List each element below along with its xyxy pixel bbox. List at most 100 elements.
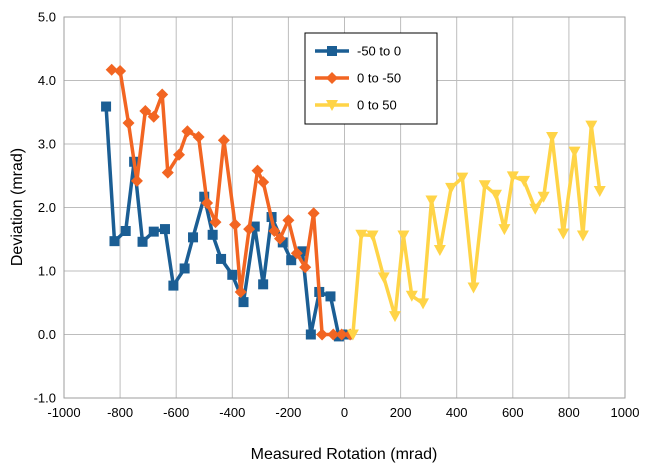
data-point (234, 285, 247, 298)
data-point (388, 311, 401, 323)
y-tick-label: 2.0 (38, 200, 56, 215)
y-axis: -1.0 0.0 1.0 2.0 3.0 4.0 5.0 (34, 10, 56, 406)
data-point (529, 203, 542, 215)
x-tick-label: -600 (163, 405, 189, 420)
series-line (351, 123, 602, 335)
legend-marker (326, 72, 338, 84)
legend-label: 0 to 50 (357, 98, 397, 113)
data-point (229, 218, 242, 231)
data-point (405, 290, 418, 302)
data-point (355, 229, 368, 241)
legend-marker (326, 100, 338, 111)
data-point (282, 214, 295, 227)
data-point (258, 279, 269, 290)
data-point (593, 185, 606, 197)
data-point (156, 88, 169, 101)
data-point (478, 180, 491, 192)
data-point (188, 232, 199, 243)
data-point (249, 221, 260, 232)
y-tick-label: 1.0 (38, 264, 56, 279)
legend-item: 0 to 50 (315, 98, 397, 113)
data-point (148, 226, 159, 237)
data-point (257, 176, 270, 189)
data-point (147, 110, 160, 123)
data-point (568, 146, 581, 158)
data-point (173, 148, 186, 161)
y-tick-label: 4.0 (38, 73, 56, 88)
data-point (305, 329, 316, 340)
legend: -50 to 0 0 to -50 0 to 50 (304, 32, 438, 125)
data-point (207, 229, 218, 240)
data-point (299, 261, 312, 274)
x-tick-label: 200 (390, 405, 412, 420)
x-axis: -1000 -800 -600 -400 -200 0 200 400 600 800 1000 (47, 405, 639, 420)
data-point (268, 224, 281, 237)
series-3 (346, 120, 606, 341)
legend-marker (327, 46, 337, 56)
y-axis-title: Deviation (mrad) (9, 148, 26, 266)
data-point (366, 230, 379, 242)
data-point (316, 328, 329, 341)
x-tick-label: 400 (446, 405, 468, 420)
x-tick-label: 800 (558, 405, 580, 420)
data-point (120, 225, 131, 236)
data-point (199, 191, 210, 202)
x-tick-label: 1000 (611, 405, 640, 420)
data-point (557, 228, 570, 240)
data-point (467, 282, 480, 294)
data-point (445, 182, 458, 194)
data-point (307, 207, 320, 220)
grid (63, 16, 626, 399)
data-point (192, 131, 205, 144)
y-tick-label: 5.0 (38, 10, 56, 25)
data-point (251, 164, 264, 177)
data-point (335, 328, 348, 341)
data-point (286, 255, 297, 266)
data-point (168, 280, 179, 291)
y-tick-label: -1.0 (34, 391, 56, 406)
data-point (238, 297, 249, 308)
data-point (114, 64, 127, 77)
data-point (227, 269, 238, 280)
data-point (217, 134, 230, 147)
data-point (546, 132, 559, 144)
data-point (518, 175, 531, 187)
y-tick-label: 0.0 (38, 327, 56, 342)
data-point (417, 298, 430, 310)
data-point (130, 174, 143, 187)
data-point (456, 172, 469, 184)
series-2 (105, 63, 357, 341)
data-point (122, 117, 135, 130)
data-point (109, 236, 120, 247)
data-point (576, 230, 589, 242)
data-point (201, 197, 214, 210)
data-point (101, 101, 112, 112)
data-point (243, 223, 256, 236)
data-point (506, 171, 519, 183)
data-point (273, 232, 286, 245)
data-point (498, 224, 511, 236)
x-tick-label: -400 (219, 405, 245, 420)
data-point (397, 230, 410, 242)
data-point (537, 191, 550, 203)
x-tick-label: -200 (275, 405, 301, 420)
data-point (325, 291, 336, 302)
data-point (105, 63, 118, 76)
data-point (327, 328, 340, 341)
data-point (346, 329, 359, 341)
legend-label: 0 to -50 (357, 71, 401, 86)
x-tick-label: -1000 (47, 405, 80, 420)
data-point (433, 245, 446, 257)
data-point (159, 224, 170, 235)
data-point (139, 104, 152, 117)
data-point (425, 195, 438, 207)
legend-item: 0 to -50 (315, 71, 401, 86)
plot-area-border (63, 16, 626, 399)
data-point (585, 120, 598, 132)
data-point (297, 246, 308, 257)
x-axis-title: Measured Rotation (mrad) (251, 446, 438, 463)
data-point (181, 125, 194, 138)
data-point (216, 253, 227, 264)
data-point (161, 166, 174, 179)
